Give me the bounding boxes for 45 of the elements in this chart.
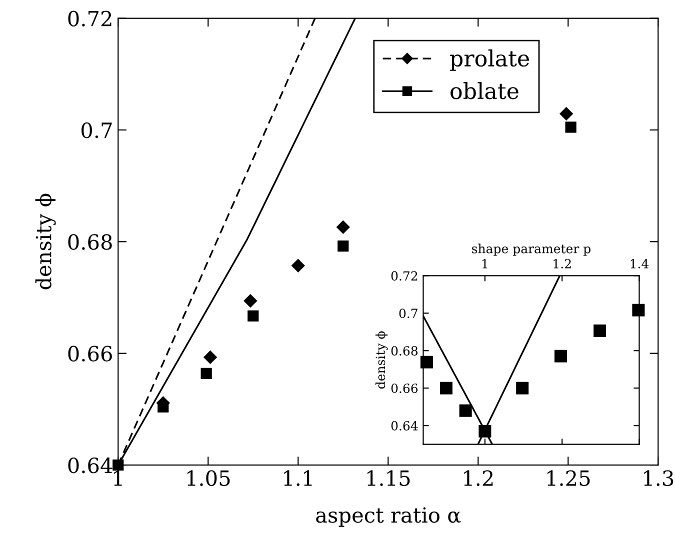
point xyxy=(560,107,573,120)
point xyxy=(478,424,492,438)
y-tick-label: 0.72 xyxy=(68,10,112,26)
y-tick-label: 0.64 xyxy=(68,457,112,474)
point xyxy=(440,382,452,394)
legend-label: oblate xyxy=(450,82,518,100)
point xyxy=(516,382,529,394)
point xyxy=(336,220,350,234)
x-tick-label: 1.2 xyxy=(554,258,571,268)
point xyxy=(204,350,217,364)
point xyxy=(632,304,645,316)
y-axis-title: density ϕ xyxy=(375,331,388,389)
point xyxy=(459,404,472,417)
point xyxy=(420,356,433,368)
x-tick-label: 1 xyxy=(114,470,122,486)
y-axis-title: density ϕ xyxy=(35,194,56,290)
y-tick-label: 0.64 xyxy=(391,421,418,431)
point xyxy=(200,368,212,380)
legend-label: prolate xyxy=(450,49,530,71)
point xyxy=(594,324,606,338)
point xyxy=(292,259,305,272)
point xyxy=(565,122,576,133)
y-tick-label: 0.66 xyxy=(391,384,418,394)
y-tick-label: 0.68 xyxy=(391,346,418,356)
y-tick-label: 0.68 xyxy=(68,234,112,250)
x-tick-label: 1.05 xyxy=(187,470,230,486)
x-tick-label: 1.2 xyxy=(464,470,493,486)
point xyxy=(554,350,567,362)
point xyxy=(158,401,169,413)
x-axis-title: aspect ratio α xyxy=(316,507,461,527)
x-axis-title: shape parameter p xyxy=(472,244,590,256)
y-tick-label: 0.72 xyxy=(391,271,418,281)
point xyxy=(338,240,349,252)
point xyxy=(112,459,124,471)
x-tick-label: 1 xyxy=(482,258,488,268)
y-tick-label: 0.66 xyxy=(68,346,112,362)
x-tick-label: 1.4 xyxy=(630,258,649,268)
y-tick-label: 0.7 xyxy=(82,122,112,138)
x-tick-label: 1.3 xyxy=(644,470,674,486)
point xyxy=(244,294,258,308)
x-tick-label: 1.1 xyxy=(284,470,312,486)
x-tick-label: 1.15 xyxy=(367,470,410,486)
point xyxy=(248,310,259,322)
y-tick-label: 0.7 xyxy=(399,308,418,318)
x-tick-label: 1.25 xyxy=(547,470,590,486)
